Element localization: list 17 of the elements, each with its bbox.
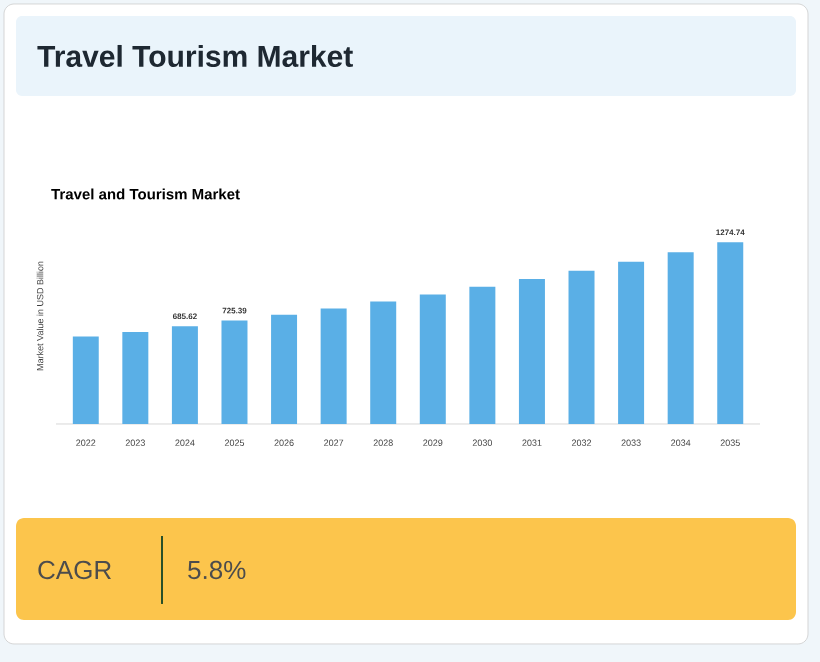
bar bbox=[370, 301, 397, 424]
bar bbox=[618, 261, 645, 424]
bar bbox=[171, 326, 198, 424]
chart-title: Travel Tourism Market bbox=[37, 44, 353, 67]
bar bbox=[221, 320, 248, 424]
bar bbox=[320, 308, 347, 424]
text: 5.8% bbox=[188, 560, 246, 580]
bar bbox=[271, 314, 298, 424]
bar bbox=[717, 242, 744, 424]
bar bbox=[122, 332, 149, 424]
bar bbox=[518, 279, 545, 424]
bar bbox=[419, 294, 446, 424]
bar bbox=[667, 252, 694, 424]
bar bbox=[568, 270, 595, 424]
bar bbox=[72, 336, 99, 424]
bar bbox=[469, 286, 496, 424]
text: CAGR bbox=[38, 560, 111, 580]
